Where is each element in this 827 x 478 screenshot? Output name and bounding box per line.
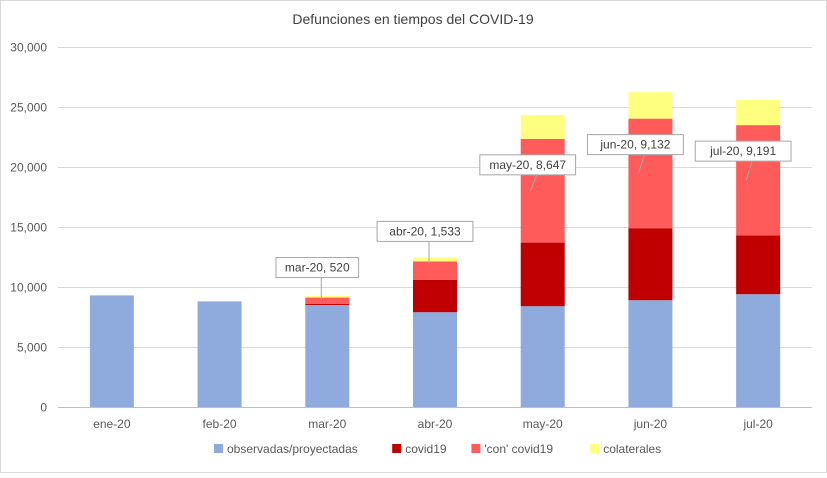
bar-segment	[305, 296, 350, 298]
annotation-label: mar-20, 520	[285, 261, 350, 275]
bar-segment	[736, 99, 781, 126]
bar-segment	[413, 261, 457, 280]
x-tick-label: abr-20	[418, 417, 453, 431]
x-tick-label: mar-20	[308, 417, 346, 431]
bar-segment	[413, 257, 457, 262]
bar-segment	[520, 242, 565, 307]
bar-segment	[628, 228, 673, 301]
y-tick-label: 10,000	[10, 281, 47, 295]
bar-segment	[413, 312, 457, 407]
annotation-label: may-20, 8,647	[489, 158, 566, 172]
legend: observadas/proyectadas covid19 'con' covid…	[214, 442, 661, 456]
y-tick-label: 30,000	[10, 41, 47, 55]
bar-segment	[305, 297, 350, 304]
legend-swatch	[392, 444, 402, 453]
annotation-leader	[530, 174, 538, 191]
annotation-leader	[745, 160, 753, 181]
bar-segment	[520, 306, 565, 407]
x-tick-label: ene-20	[93, 417, 131, 431]
x-tick-label: jul-20	[742, 417, 773, 431]
x-tick-label: may-20	[523, 417, 563, 431]
bar-segment	[89, 295, 134, 407]
annotation-box	[694, 140, 792, 162]
legend-label: covid19	[405, 442, 447, 456]
y-tick-label: 5,000	[17, 341, 47, 355]
legend-swatch	[590, 444, 600, 453]
x-axis: ene-20 feb-20 mar-20 abr-20 may-20 jun-20 jul-…	[58, 407, 812, 431]
annotation-label: abr-20, 1,533	[389, 224, 461, 238]
annotation-label: jul-20, 9,191	[709, 144, 776, 158]
annotation-box	[275, 257, 360, 279]
bar-segment	[305, 305, 350, 407]
y-tick-label: 20,000	[10, 161, 47, 175]
bar-segment	[628, 300, 673, 407]
legend-label: 'con' covid19	[484, 442, 553, 456]
annotation-box	[479, 154, 577, 176]
annotation-box	[587, 134, 684, 156]
bar-segment	[305, 303, 350, 305]
legend-label: observadas/proyectadas	[227, 442, 358, 456]
y-axis: 0 5,000 10,000 15,000 20,000 25,000 30,000	[10, 41, 47, 415]
legend-swatch	[214, 444, 223, 453]
bar-segment	[628, 92, 673, 119]
y-tick-label: 25,000	[10, 101, 47, 115]
annotations: mar-20, 520 abr-20, 1,533 may-20, 8,647 jun…	[275, 134, 792, 300]
chart-title: Defunciones en tiempos del COVID-19	[292, 11, 533, 27]
bar-segment	[736, 294, 781, 407]
annotation-label: jun-20, 9,132	[599, 138, 670, 152]
bar-segment	[413, 279, 457, 313]
bar-segment	[197, 301, 242, 407]
y-tick-label: 15,000	[10, 221, 47, 235]
x-tick-label: feb-20	[203, 417, 237, 431]
x-tick-label: jun-20	[633, 417, 668, 431]
legend-swatch	[471, 444, 481, 453]
bar-segment	[520, 114, 565, 139]
bar-segment	[736, 235, 781, 295]
annotation-leader	[637, 154, 645, 174]
y-tick-label: 0	[40, 401, 47, 415]
legend-label: colaterales	[603, 442, 661, 456]
annotation-box	[376, 220, 474, 242]
